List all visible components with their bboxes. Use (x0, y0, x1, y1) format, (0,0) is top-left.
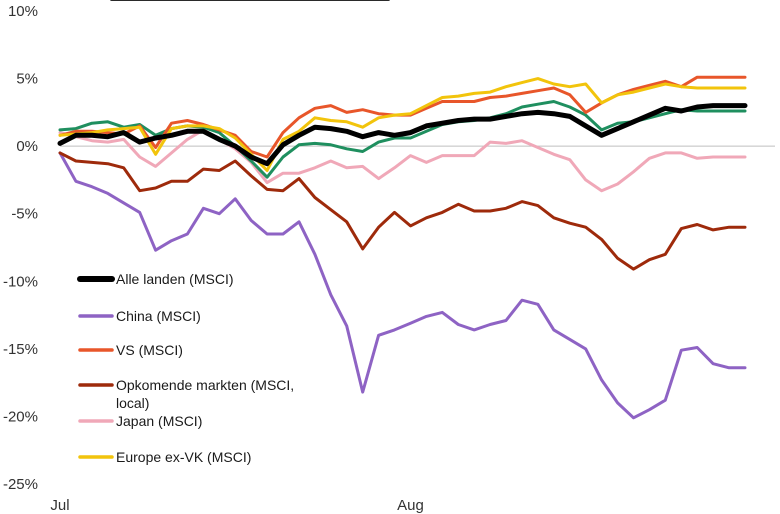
y-tick-label: -25% (3, 476, 38, 493)
y-tick-label: 5% (16, 71, 38, 88)
series-line-opkomende-markten-msci-local (58, 151, 747, 271)
title-fragment (110, 0, 390, 2)
x-axis-ticks: Jul Aug (50, 497, 423, 514)
y-tick-label: -20% (3, 408, 38, 425)
y-tick-label: -15% (3, 341, 38, 358)
x-tick-label: Aug (397, 497, 424, 514)
legend: Alle landen (MSCI) China (MSCI) VS (MSCI) O… (77, 271, 294, 465)
legend-label: VS (MSCI) (116, 342, 183, 358)
legend-label: Japan (MSCI) (116, 413, 202, 429)
y-axis-ticks: 10% 5% 0% -5% -10% -15% -20% -25% (3, 3, 38, 493)
series-line-europe-ex-vk-msci (58, 77, 747, 172)
legend-label: Europe ex-VK (MSCI) (116, 449, 251, 465)
series-lines (57, 75, 748, 420)
y-tick-label: 0% (16, 138, 38, 155)
legend-label: China (MSCI) (116, 308, 201, 324)
x-tick-label: Jul (50, 497, 69, 514)
series-line-alle-landen-msci (57, 103, 748, 167)
legend-label: Opkomende markten (MSCI, local) (116, 377, 294, 411)
legend-label: Alle landen (MSCI) (116, 271, 234, 287)
series-line-china-msci (58, 151, 747, 420)
y-tick-label: 10% (8, 3, 38, 20)
y-tick-label: -10% (3, 273, 38, 290)
y-tick-label: -5% (11, 206, 38, 223)
series-line-japan-msci (58, 128, 747, 193)
